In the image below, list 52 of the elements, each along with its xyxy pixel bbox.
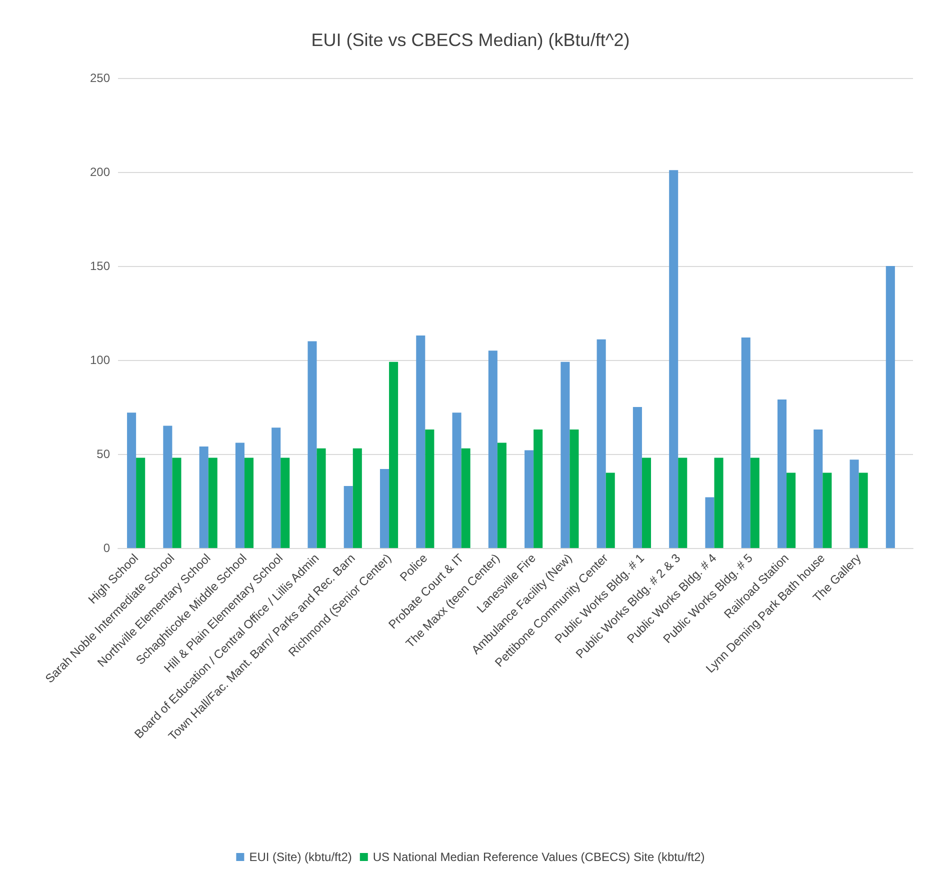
bar	[172, 458, 182, 548]
bar	[570, 430, 579, 548]
y-tick-label: 50	[96, 447, 110, 461]
y-tick-label: 150	[90, 259, 110, 273]
bar	[850, 460, 859, 548]
y-tick-label: 200	[90, 165, 110, 179]
bar	[316, 448, 326, 548]
bar	[596, 339, 606, 548]
bar	[208, 458, 218, 548]
legend-label: US National Median Reference Values (CBECS) Site (kbtu/ft2)	[372, 850, 705, 864]
bar	[280, 458, 290, 548]
bar	[344, 486, 353, 548]
bar	[560, 362, 570, 548]
bar	[425, 430, 434, 548]
bar	[461, 448, 470, 548]
bar	[750, 458, 760, 548]
bar	[822, 472, 832, 548]
bar	[786, 472, 796, 548]
bar	[777, 399, 787, 548]
bar	[741, 337, 750, 548]
bar	[235, 442, 244, 548]
y-tick-label: 250	[90, 71, 110, 85]
bar	[632, 407, 642, 548]
bar	[272, 428, 281, 548]
y-tick-label: 0	[103, 541, 110, 555]
bar	[534, 430, 543, 548]
legend-label: EUI (Site) (kbtu/ft2)	[249, 850, 352, 864]
bar	[308, 341, 317, 548]
bar	[714, 458, 724, 548]
bar	[497, 442, 506, 548]
bar	[606, 472, 615, 548]
bar	[199, 446, 208, 548]
bar	[163, 426, 172, 548]
bar	[642, 458, 652, 548]
bar	[705, 497, 714, 548]
bar	[244, 458, 254, 548]
bar	[488, 350, 498, 548]
bar	[127, 412, 136, 548]
bar	[389, 362, 398, 548]
bar	[886, 266, 895, 548]
bar	[858, 472, 868, 548]
bar	[136, 458, 146, 548]
bar	[814, 430, 823, 548]
bar	[524, 450, 534, 548]
bar	[678, 458, 688, 548]
chart-title: EUI (Site vs CBECS Median) (kBtu/ft^2)	[311, 30, 630, 50]
bar	[669, 170, 678, 548]
bar	[380, 469, 390, 548]
bar	[416, 336, 426, 548]
y-tick-label: 100	[90, 353, 110, 367]
bar	[352, 448, 362, 548]
bar	[452, 412, 462, 548]
